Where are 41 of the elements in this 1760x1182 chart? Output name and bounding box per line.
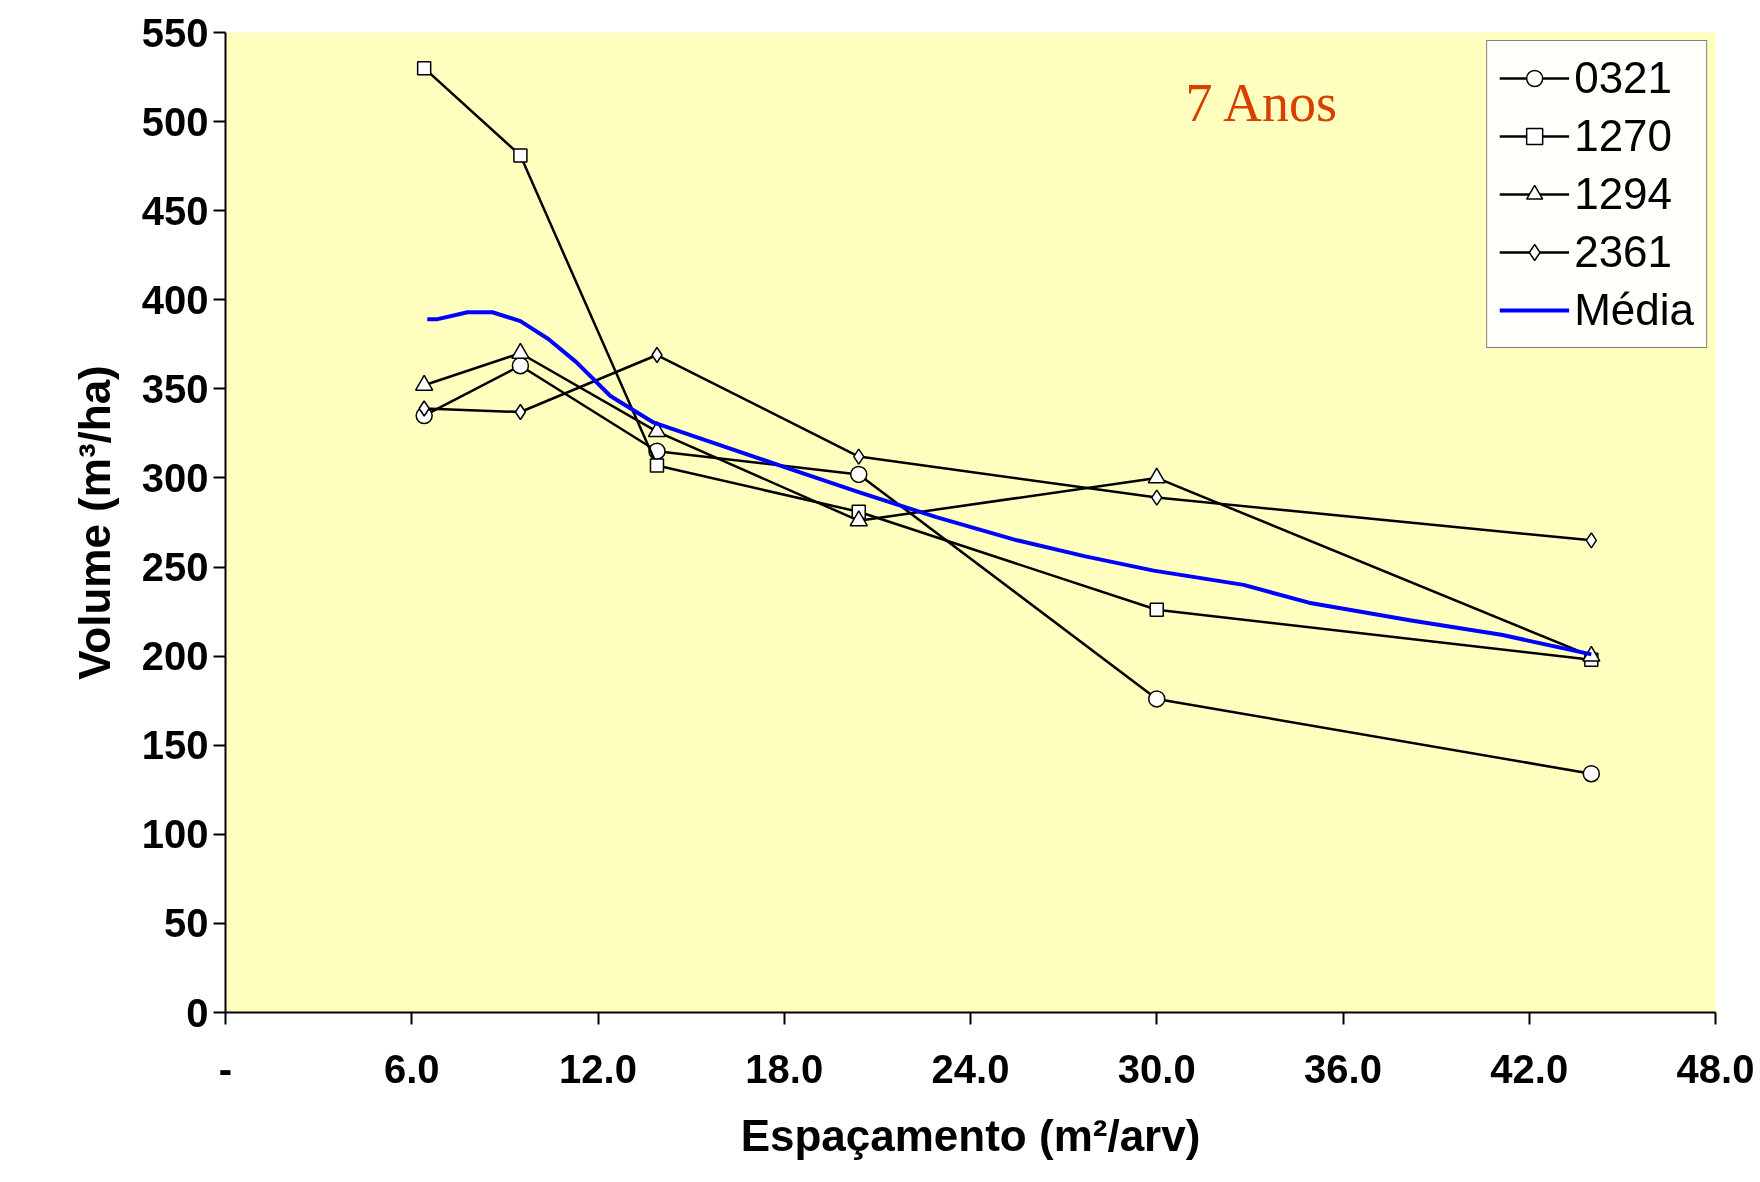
x-tick-label: 18.0 bbox=[745, 1046, 824, 1091]
point bbox=[1148, 690, 1166, 708]
y-tick-label: 100 bbox=[141, 812, 209, 857]
y-tick-label: 450 bbox=[141, 188, 209, 233]
y-tick-label: 500 bbox=[141, 99, 209, 144]
legend-label: 2361 bbox=[1574, 227, 1673, 277]
point bbox=[1151, 489, 1163, 506]
point bbox=[1582, 765, 1601, 783]
y-tick-label: 400 bbox=[141, 277, 209, 322]
x-tick-label: 12.0 bbox=[559, 1046, 637, 1091]
legend-label: 1270 bbox=[1574, 111, 1673, 161]
point bbox=[1585, 532, 1598, 549]
y-tick-label: 150 bbox=[141, 723, 209, 768]
y-tick-label: 0 bbox=[186, 990, 209, 1035]
point bbox=[649, 458, 665, 473]
legend-label: 1294 bbox=[1574, 169, 1673, 219]
legend-label: 0321 bbox=[1574, 53, 1673, 103]
x-tick-label: 36.0 bbox=[1304, 1046, 1382, 1091]
point bbox=[850, 465, 868, 484]
y-tick-label: 300 bbox=[141, 455, 209, 500]
y-tick-label: 50 bbox=[164, 901, 209, 946]
point bbox=[416, 60, 432, 76]
x-tick-label: 30.0 bbox=[1117, 1046, 1196, 1091]
y-tick-label: 250 bbox=[141, 545, 209, 590]
point bbox=[514, 403, 527, 421]
point bbox=[853, 448, 865, 465]
point bbox=[1149, 602, 1164, 618]
x-tick-label: 24.0 bbox=[931, 1046, 1010, 1091]
point bbox=[513, 148, 528, 163]
annotation: 7 Anos bbox=[1185, 72, 1338, 133]
x-tick-label: - bbox=[218, 1046, 233, 1091]
y-tick-label: 550 bbox=[141, 10, 209, 55]
x-tick-label: 6.0 bbox=[383, 1046, 440, 1091]
y-tick-label: 350 bbox=[141, 366, 209, 411]
x-axis-title: Espaçamento (m²/arv) bbox=[740, 1110, 1201, 1160]
x-tick-label: 42.0 bbox=[1490, 1046, 1569, 1091]
y-tick-label: 200 bbox=[141, 634, 209, 679]
y-axis-title: Volume (m³/ha) bbox=[69, 365, 119, 680]
legend-label: Média bbox=[1574, 285, 1694, 335]
point bbox=[418, 400, 430, 417]
x-tick-label: 48.0 bbox=[1676, 1046, 1755, 1091]
